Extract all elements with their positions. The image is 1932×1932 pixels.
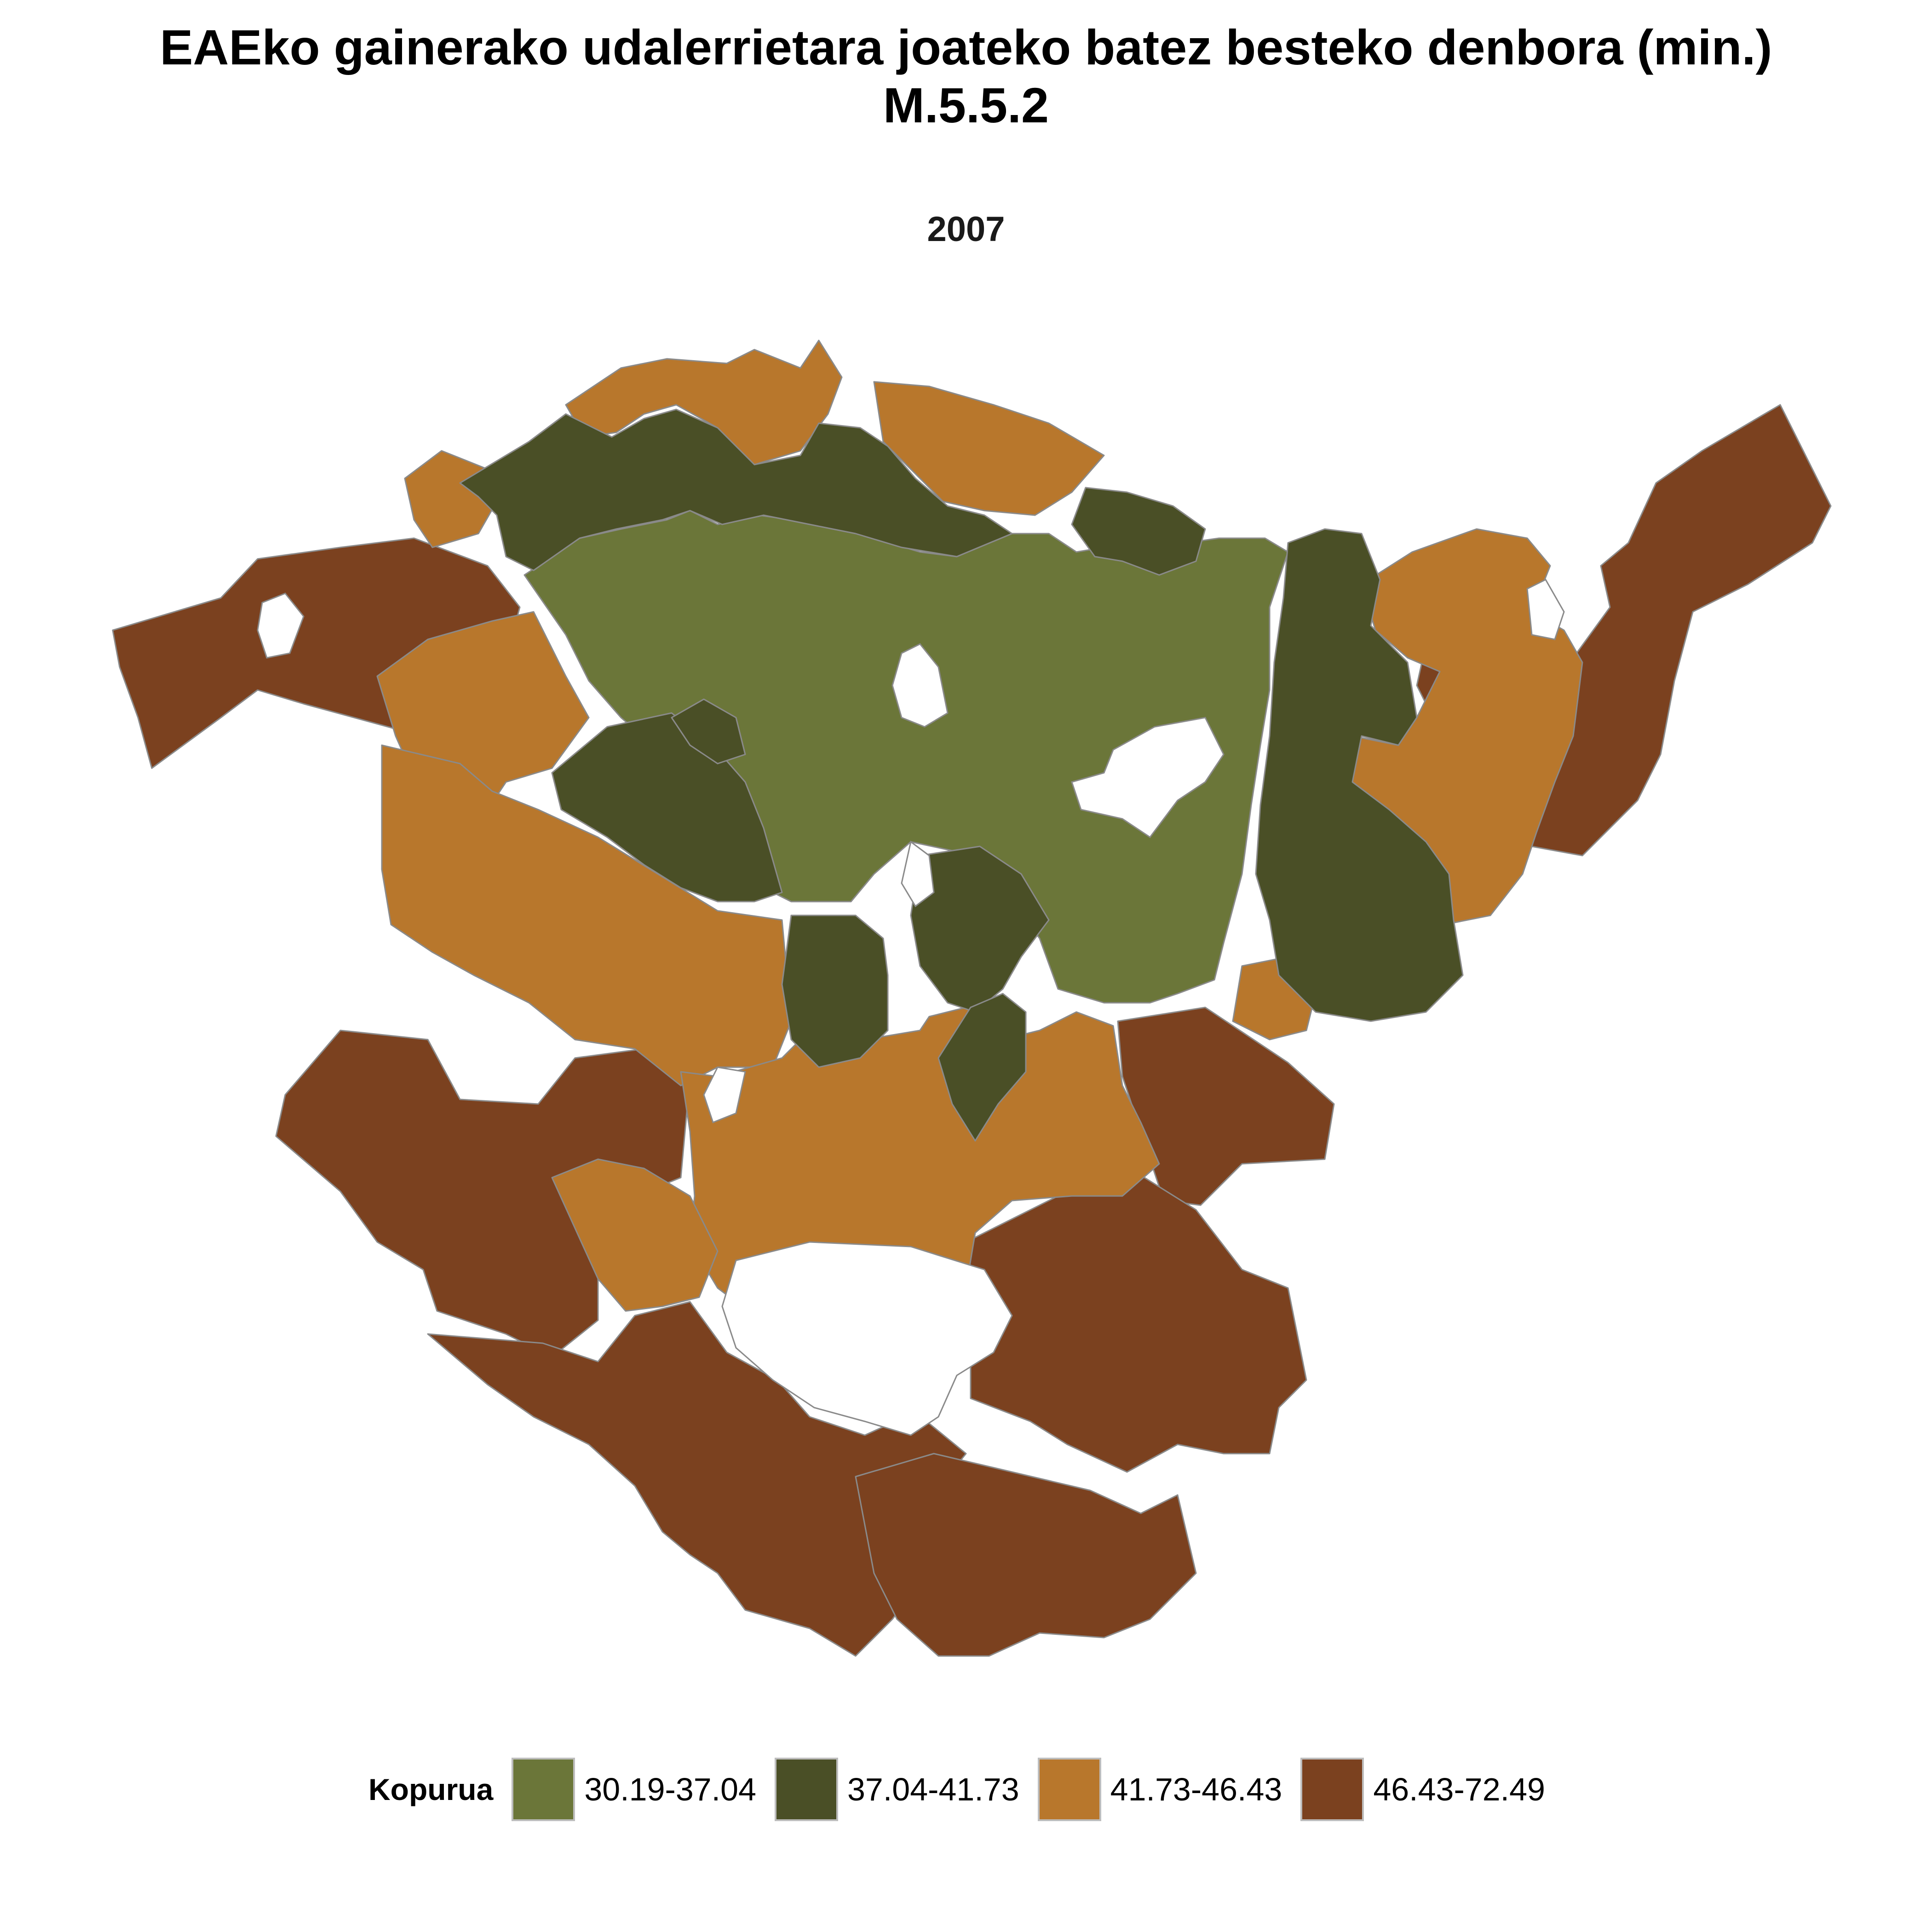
legend-swatch [512,1758,575,1821]
excluded-area-lapuebla [703,1066,746,1123]
region-uribe-darkolive [459,408,1013,571]
legend-item: 37.04-41.73 [775,1758,1019,1821]
chart-title: EAEko gainerako udalerrietara joateko ba… [0,18,1932,134]
region-busturia-darkolive [1071,487,1206,576]
map-regions [112,339,1832,1657]
region-east-gipuzkoa [1526,404,1832,857]
excluded-area-gasteiz-2 [901,840,935,908]
region-ayala [381,744,792,1087]
legend-item: 46.43-72.49 [1300,1758,1545,1821]
chart-subtitle-year: 2007 [927,210,1005,249]
region-nerbioi-darkolive [910,845,1050,1013]
legend-swatch [775,1758,838,1821]
legend-item: 41.73-46.43 [1037,1758,1282,1821]
region-gipuzkoa-darkolive [1255,528,1464,1022]
excluded-area-treviño [721,1241,1013,1436]
region-rioja-alavesa [855,1453,1197,1657]
region-araba-northeast [1117,1006,1335,1206]
region-uribe-coast [873,381,1105,516]
legend-label: 46.43-72.49 [1373,1771,1545,1807]
excluded-area-vitoria [1071,717,1225,839]
chart-title-line-1: EAEko gainerako udalerrietara joateko ba… [160,19,1772,75]
region-arratia-darkolive [781,914,889,1068]
chart-title-line-2: M.5.5.2 [883,77,1049,133]
region-araba-southeast [965,1163,1307,1473]
legend-title: Kopurua [368,1772,494,1806]
region-zigoitia-darkolive [937,993,1027,1142]
excluded-areas [257,579,1565,1436]
legend-item: 30.19-37.04 [512,1758,756,1821]
legend-swatch [1037,1758,1101,1821]
region-biscay-darkolive-2 [671,698,746,765]
legend-swatch [1300,1758,1364,1821]
excluded-area-donostia [1526,579,1565,640]
region-valdegovia [551,1158,719,1312]
legend-label: 37.04-41.73 [847,1771,1019,1807]
excluded-area-orduña [257,592,305,659]
region-bizkaia-coast [565,339,843,466]
excluded-area-bilbao [891,643,949,728]
legend-label: 30.19-37.04 [584,1771,756,1807]
legend-label: 41.73-46.43 [1110,1771,1282,1807]
legend: Kopurua 30.19-37.04 37.04-41.73 41.73-46… [0,1758,1932,1821]
